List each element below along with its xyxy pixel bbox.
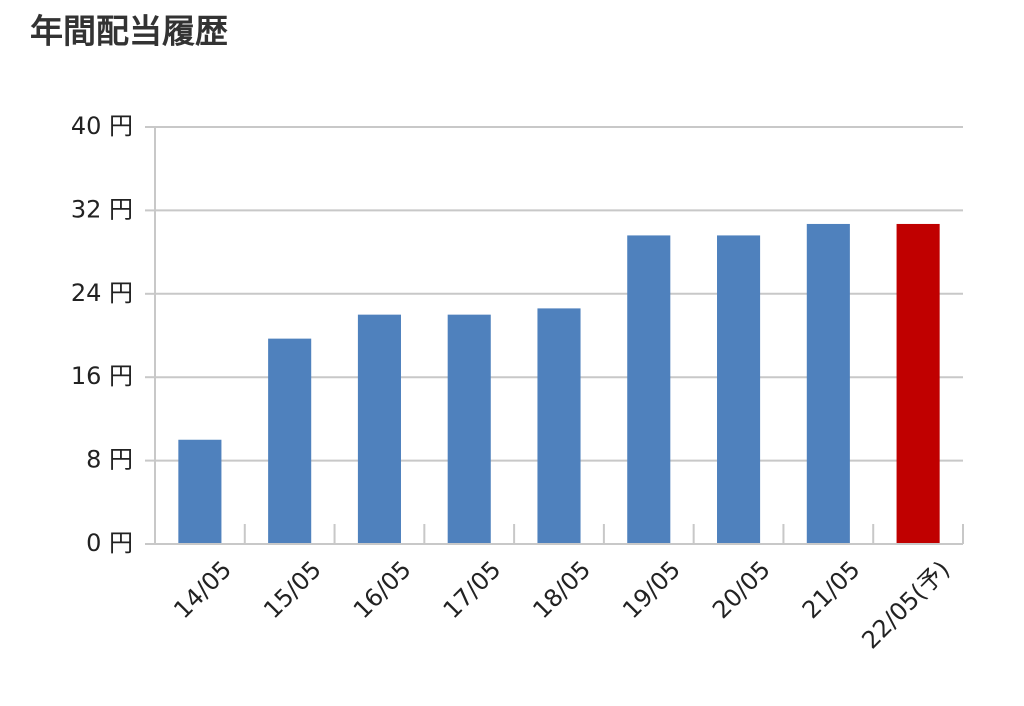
chart-title: 年間配当履歴 xyxy=(30,12,228,51)
bar xyxy=(357,314,401,544)
bar xyxy=(178,439,222,544)
bar xyxy=(268,338,312,544)
bar xyxy=(896,223,940,544)
y-tick-label: 0 円 xyxy=(86,529,133,557)
y-tick-label: 16 円 xyxy=(71,362,133,390)
y-tick-label: 24 円 xyxy=(71,279,133,307)
bar xyxy=(717,235,761,545)
bar xyxy=(447,314,491,544)
bar xyxy=(806,223,850,544)
y-tick-label: 40 円 xyxy=(71,112,133,140)
bar xyxy=(537,308,581,544)
y-tick-label: 32 円 xyxy=(71,195,133,223)
y-tick-label: 8 円 xyxy=(86,446,133,474)
bar xyxy=(627,235,671,545)
